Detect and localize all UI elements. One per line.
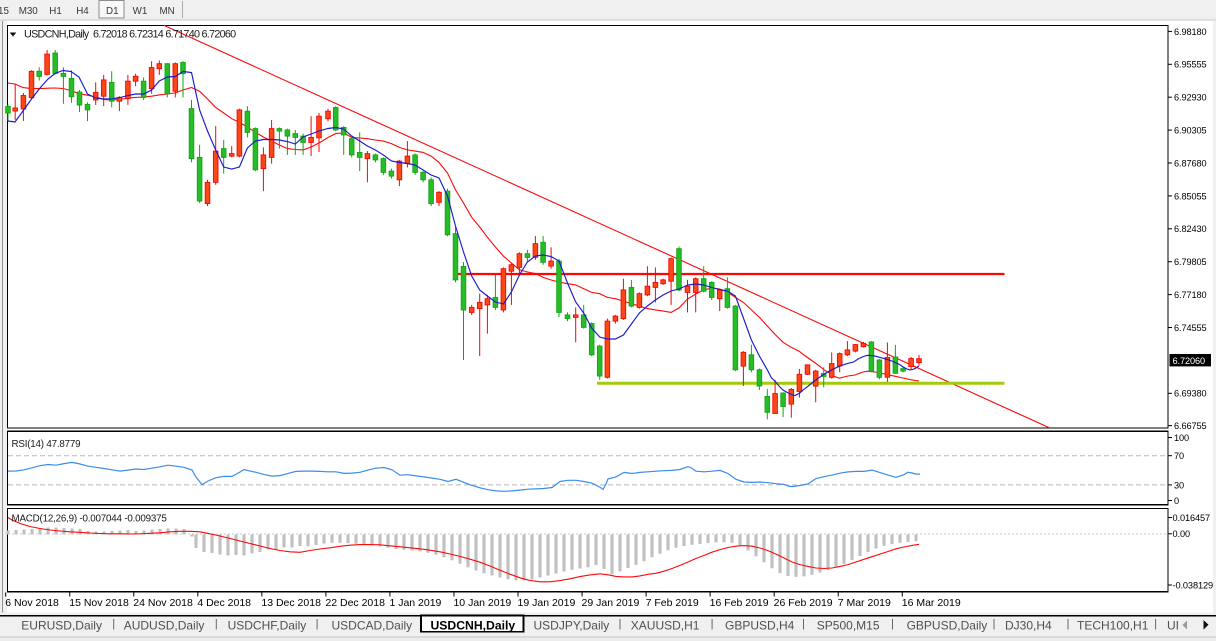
svg-text:10 Jan 2019: 10 Jan 2019 — [453, 597, 511, 609]
svg-text:0.00: 0.00 — [1173, 529, 1190, 539]
svg-text:6 Nov 2018: 6 Nov 2018 — [5, 597, 59, 609]
svg-text:H1: H1 — [49, 6, 62, 17]
svg-text:MACD(12,26,9) -0.007044 -0.009: MACD(12,26,9) -0.007044 -0.009375 — [12, 514, 168, 525]
svg-text:SP500,M15: SP500,M15 — [817, 619, 880, 633]
svg-text:1 Jan 2019: 1 Jan 2019 — [389, 597, 441, 609]
svg-text:TECH100,H1: TECH100,H1 — [1077, 619, 1149, 633]
svg-text:6.82430: 6.82430 — [1174, 224, 1207, 234]
svg-text:16 Feb 2019: 16 Feb 2019 — [710, 597, 769, 609]
svg-text:6.92930: 6.92930 — [1174, 93, 1207, 103]
svg-text:USDCHF,Daily: USDCHF,Daily — [228, 619, 307, 633]
svg-text:DJ30,H4: DJ30,H4 — [1005, 619, 1052, 633]
svg-text:USDCAD,Daily: USDCAD,Daily — [332, 619, 413, 633]
svg-text:6.87680: 6.87680 — [1174, 158, 1207, 168]
svg-text:70: 70 — [1174, 451, 1184, 461]
svg-text:19 Jan 2019: 19 Jan 2019 — [518, 597, 576, 609]
svg-text:H4: H4 — [76, 6, 89, 17]
svg-text:6.79805: 6.79805 — [1174, 257, 1207, 267]
svg-text:6.95555: 6.95555 — [1174, 60, 1207, 70]
svg-text:USDCNH,Daily 6.72018 6.72314: USDCNH,Daily 6.72018 6.72314 6.71740 6.7… — [24, 29, 236, 41]
svg-text:0.016457: 0.016457 — [1173, 513, 1211, 523]
svg-text:22 Dec 2018: 22 Dec 2018 — [325, 597, 385, 609]
svg-text:0: 0 — [1174, 496, 1179, 506]
svg-text:16 Mar 2019: 16 Mar 2019 — [902, 597, 961, 609]
svg-text:29 Jan 2019: 29 Jan 2019 — [582, 597, 640, 609]
svg-text:6.98180: 6.98180 — [1174, 27, 1207, 37]
svg-text:GBPUSD,H4: GBPUSD,H4 — [725, 619, 795, 633]
svg-text:GBPUSD,Daily: GBPUSD,Daily — [907, 619, 988, 633]
svg-text:13 Dec 2018: 13 Dec 2018 — [261, 597, 321, 609]
svg-text:4 Dec 2018: 4 Dec 2018 — [197, 597, 251, 609]
svg-text:6.69380: 6.69380 — [1174, 389, 1207, 399]
svg-text:15: 15 — [0, 6, 9, 17]
svg-text:30: 30 — [1174, 480, 1184, 490]
svg-text:100: 100 — [1174, 433, 1189, 443]
svg-text:6.66755: 6.66755 — [1174, 421, 1207, 431]
svg-text:6.90305: 6.90305 — [1174, 126, 1207, 136]
svg-text:7 Feb 2019: 7 Feb 2019 — [646, 597, 699, 609]
svg-text:7 Mar 2019: 7 Mar 2019 — [838, 597, 891, 609]
svg-text:15 Nov 2018: 15 Nov 2018 — [69, 597, 129, 609]
svg-text:6.74555: 6.74555 — [1174, 323, 1207, 333]
svg-text:AUDUSD,Daily: AUDUSD,Daily — [124, 619, 205, 633]
svg-text:W1: W1 — [133, 6, 148, 17]
svg-text:6.77180: 6.77180 — [1174, 290, 1207, 300]
svg-text:USDCNH,Daily: USDCNH,Daily — [431, 619, 516, 633]
svg-text:6.85055: 6.85055 — [1174, 191, 1207, 201]
svg-text:RSI(14) 47.8779: RSI(14) 47.8779 — [12, 439, 81, 450]
svg-text:UI: UI — [1167, 619, 1179, 633]
svg-text:-0.038129: -0.038129 — [1173, 580, 1213, 590]
svg-text:26 Feb 2019: 26 Feb 2019 — [774, 597, 833, 609]
svg-text:XAUUSD,H1: XAUUSD,H1 — [631, 619, 700, 633]
svg-text:24 Nov 2018: 24 Nov 2018 — [133, 597, 193, 609]
svg-text:USDJPY,Daily: USDJPY,Daily — [534, 619, 610, 633]
svg-text:MN: MN — [160, 6, 175, 17]
svg-text:D1: D1 — [106, 6, 119, 17]
svg-text:EURUSD,Daily: EURUSD,Daily — [21, 619, 102, 633]
svg-text:6.72060: 6.72060 — [1173, 356, 1206, 366]
svg-text:M30: M30 — [19, 6, 39, 17]
